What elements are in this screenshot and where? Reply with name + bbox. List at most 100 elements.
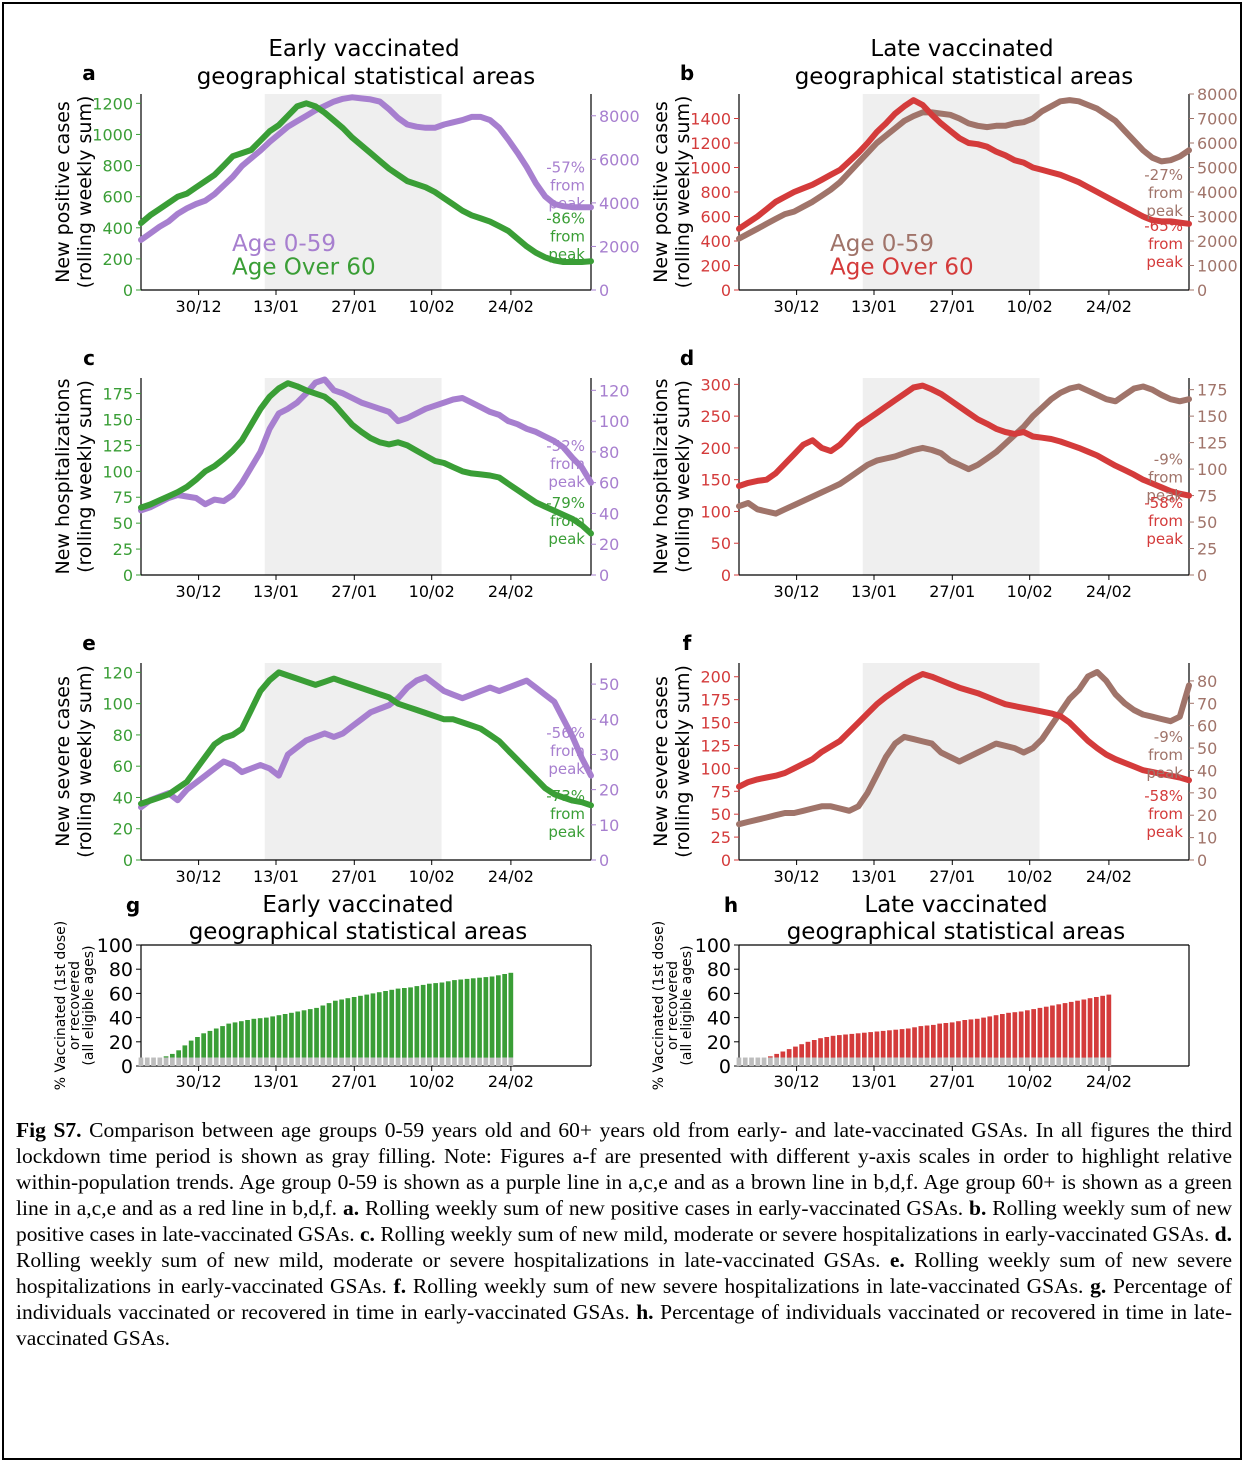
panel-h-bar-recovered <box>736 1057 742 1067</box>
panel-e-xtick-label: 13/01 <box>253 867 299 886</box>
panel-g-bar-recovered <box>364 1057 370 1067</box>
panel-h-bar <box>830 1035 836 1058</box>
panel-d-ytick-right-label: 50 <box>1197 513 1217 532</box>
panel-f-annotation-line: peak <box>1146 823 1183 841</box>
panel-g-bar <box>370 993 376 1058</box>
panel-g-bar <box>213 1028 219 1058</box>
panel-e-lockdown-shade <box>264 663 442 860</box>
panel-b-xtick-label-line: 10/02 <box>1007 297 1053 316</box>
caption-d-label: d. <box>1214 1222 1232 1246</box>
panel-a-annotation-line: peak <box>548 245 585 263</box>
panel-d-ytick-right-label: 175 <box>1197 381 1228 400</box>
panel-h-bar-recovered <box>1056 1057 1062 1067</box>
panel-f-xtick-label: 30/12 <box>774 867 820 886</box>
panel-h-bar-recovered <box>868 1057 873 1067</box>
panel-h-title-line: Late vaccinated <box>864 892 1047 918</box>
panel-g-bar <box>439 982 445 1058</box>
panel-g-bar-recovered <box>326 1057 332 1067</box>
panel-g-bar <box>232 1022 238 1058</box>
panel-h-bar-recovered <box>943 1057 949 1067</box>
panel-g-bar <box>176 1050 181 1058</box>
panel-c-ytick-left-label: 150 <box>102 410 133 429</box>
panel-f-ytick-right-label: 20 <box>1197 806 1217 825</box>
panel-g-xtick-label: 27/01 <box>331 1072 377 1091</box>
panel-e-ytick-left-label: 120 <box>102 663 133 682</box>
panel-a-ytick-left-label-line: 200 <box>102 250 133 269</box>
panel-g-bar <box>496 975 501 1058</box>
panel-g-xtick-label: 24/02 <box>488 1072 534 1091</box>
panel-e-ylabel: New severe cases <box>52 676 74 847</box>
panel-g-bar-recovered <box>483 1057 489 1067</box>
panel-g-title-line: geographical statistical areas <box>189 919 528 945</box>
panel-g-bar <box>339 999 344 1058</box>
panel-g-ylabel: (all eligible ages) <box>81 945 97 1065</box>
panel-f-ytick-left-label: 0 <box>721 851 731 870</box>
panel-h-ytick-label: 100 <box>695 935 731 957</box>
panel-e-ytick-right-label: 40 <box>599 710 619 729</box>
panel-b-annotation-line: peak <box>1146 253 1183 271</box>
panel-g-bar-recovered <box>270 1057 275 1067</box>
panel-h-bar <box>937 1023 942 1058</box>
panel-b-ylabel-line: New positive cases <box>650 101 672 283</box>
panel-c-ytick-right-label: 0 <box>599 566 609 585</box>
panel-d-ytick-left-label: 300 <box>700 375 731 394</box>
panel-b-annotation-line: -65% <box>1144 217 1183 235</box>
panel-e-annotation: -73% from peak <box>546 787 585 841</box>
panel-c-ytick-right-label: 20 <box>599 535 619 554</box>
panel-e-xtick-label: 24/02 <box>488 867 534 886</box>
panel-f-ytick-right-label-line: 60 <box>1197 717 1217 736</box>
panel-b-xtick-label: 27/01 <box>929 297 975 316</box>
panel-d-ytick-right-label: 75 <box>1197 487 1217 506</box>
panel-e-annotation-line: -56% <box>546 724 585 742</box>
panel-c-ytick-right-label-line: 40 <box>599 504 619 523</box>
panel-d-ytick-left-label: 50 <box>711 534 731 553</box>
panel-e-ytick-left-label-line: 80 <box>113 726 133 745</box>
panel-g-bar-recovered <box>470 1057 476 1067</box>
panel-e-ylabel-line: (rolling weekly sum) <box>74 665 96 858</box>
panel-h-bar <box>893 1029 899 1058</box>
panel-h-bar <box>1068 1001 1074 1058</box>
panel-g-bar-recovered <box>289 1057 294 1067</box>
panel-c-ytick-right-label: 100 <box>599 412 630 431</box>
panel-f-ytick-right-label: 0 <box>1197 851 1207 870</box>
panel-h-bar-recovered <box>824 1057 830 1067</box>
panel-g-ytick-label: 0 <box>121 1056 133 1078</box>
panel-h-bar <box>1000 1014 1005 1058</box>
panel-h-bar <box>880 1030 886 1058</box>
panel-d-annotation-line: -58% <box>1144 494 1183 512</box>
panel-b-legend-0-59-line: Age 0-59 <box>830 231 934 257</box>
panel-b-ytick-left-label: 1400 <box>690 110 731 129</box>
panel-b-ytick-right-label-line: 3000 <box>1197 208 1238 227</box>
panel-h-ytick-label: 40 <box>707 1008 731 1030</box>
panel-h-bar-recovered <box>755 1057 761 1067</box>
panel-g-bar <box>226 1023 232 1058</box>
panel-g-bar <box>320 1005 326 1058</box>
panel-g-bar <box>301 1010 307 1058</box>
panel-h-xtick-label-line: 27/01 <box>929 1072 975 1091</box>
panel-f-ytick-right-label: 10 <box>1197 829 1217 848</box>
panel-g-bar <box>289 1012 294 1058</box>
panel-g-bar-recovered <box>276 1057 282 1067</box>
panel-h-xtick-label: 24/02 <box>1086 1072 1132 1091</box>
panel-e-ytick-left-label: 40 <box>113 788 133 807</box>
panel-d-ytick-left-label: 200 <box>700 439 731 458</box>
panel-a-xtick-label-line: 13/01 <box>253 297 299 316</box>
panel-g-bar-recovered <box>370 1057 376 1067</box>
panel-e-ytick-right-label: 0 <box>599 851 609 870</box>
panel-g-bar-recovered <box>220 1057 225 1067</box>
panel-h-ylabel-line: (all eligible ages) <box>679 945 695 1065</box>
panel-e-ytick-left-label: 80 <box>113 726 133 745</box>
panel-f-ytick-right-label: 80 <box>1197 672 1217 691</box>
panel-g-bar-recovered <box>151 1057 156 1067</box>
panel-b-ytick-right-label: 1000 <box>1197 257 1238 276</box>
caption-f-label: f. <box>393 1274 407 1298</box>
panel-d-ytick-left-label-line: 250 <box>700 407 731 426</box>
panel-g-bar <box>201 1033 206 1058</box>
panel-h-bar <box>949 1022 955 1058</box>
panel-g-bar <box>276 1015 282 1058</box>
panel-e-ytick-right-label-line: 20 <box>599 781 619 800</box>
panel-d-annotation: -9% from peak <box>1146 451 1183 505</box>
panel-g-bar-recovered <box>301 1057 307 1067</box>
panel-d-xtick-label-line: 13/01 <box>851 582 897 601</box>
panel-g-bar <box>170 1053 175 1058</box>
